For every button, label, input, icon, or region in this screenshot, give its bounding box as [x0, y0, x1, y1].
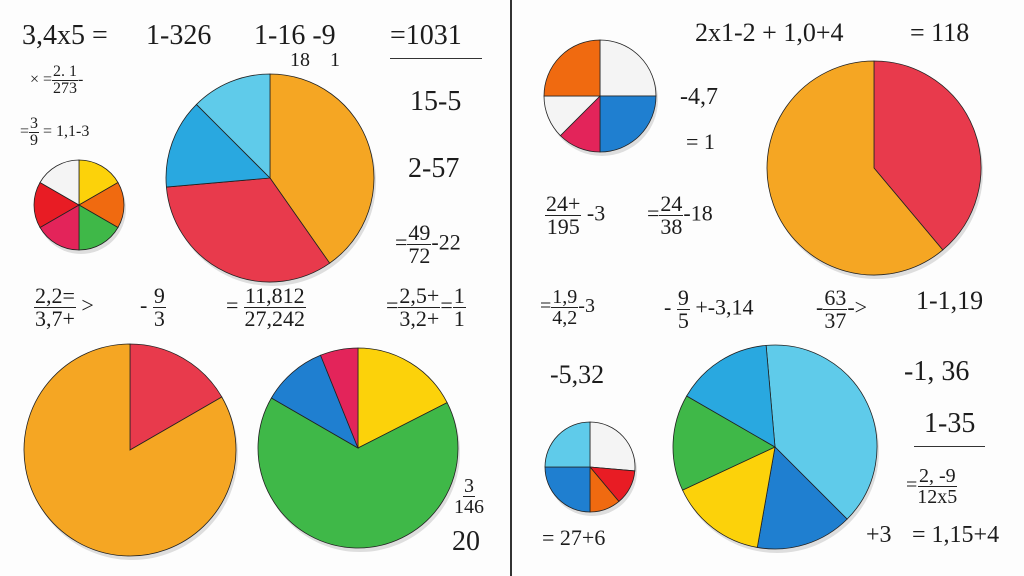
pie-bottom-right-small — [544, 421, 637, 516]
pie-slice-blue — [599, 95, 657, 153]
equation: 3,4x5 = — [22, 20, 108, 51]
pie-small-six — [33, 159, 126, 254]
equation: = 1,9 4,2 -3 — [540, 286, 595, 329]
equation: = 2,5+ 3,2+ = 1 1 — [386, 283, 466, 331]
pie-bottom-right-large — [672, 344, 879, 553]
equation: = 24 38 -18 — [647, 191, 713, 239]
equation: 2x1-2 + 1,0+4 — [695, 18, 844, 47]
pie-slice-red — [873, 60, 982, 251]
equation: 1-326 — [146, 20, 212, 51]
pie-slice-green — [257, 397, 459, 549]
pie-slice-red — [129, 343, 223, 451]
pie-slice-brightred — [33, 181, 80, 229]
equation: 1-35 — [914, 410, 986, 447]
pie-slice-blue — [544, 466, 591, 513]
equation: = 11,812 27,242 — [226, 283, 306, 331]
pie-slice-red — [165, 177, 331, 283]
equation: -4,7 — [680, 84, 718, 110]
pie-slice-pink — [320, 347, 359, 449]
pie-slice-pink — [39, 204, 80, 251]
equation: = 3 9 = 1,1-3 — [20, 115, 90, 149]
pie-bottom-orange — [23, 343, 238, 560]
pie-slice-white — [589, 421, 636, 472]
pie-slice-lightblue — [544, 421, 591, 468]
pie-slice-yellow — [682, 446, 776, 548]
pie-slice-darkorange — [543, 39, 601, 97]
pie-slice-orange — [766, 60, 944, 276]
equation: = 2, -9 12x5 — [906, 465, 958, 508]
pie-top-right-small — [543, 39, 658, 156]
equation: 1-16 -9 — [254, 20, 336, 51]
equation: = 1,15+4 — [912, 522, 1000, 548]
equation: =1031 — [390, 22, 482, 59]
equation: × = 2. 1 273- — [30, 63, 84, 97]
pie-slice-yellow — [78, 159, 119, 206]
pie-slice-blue — [756, 446, 848, 550]
pie-slice-white — [599, 39, 657, 97]
pie-large-four — [165, 73, 376, 286]
pie-slice-sky — [686, 344, 776, 448]
equation: = 118 — [910, 18, 970, 47]
equation: 18 1 — [290, 49, 340, 71]
equation: 24+ 195 -3 — [545, 191, 606, 239]
pie-top-right-large — [766, 60, 983, 279]
pie-slice-green — [672, 395, 776, 491]
equation: -5,32 — [550, 360, 605, 389]
equation: = 49 72 -22 — [395, 220, 461, 268]
pie-slice-orange — [269, 73, 375, 264]
equation: 2,2= 3,7+ > — [34, 283, 94, 331]
pie-slice-darkorange — [78, 181, 125, 229]
pie-slice-sky — [165, 103, 271, 188]
pie-slice-yellow — [357, 347, 448, 449]
pie-bottom-green — [257, 347, 460, 552]
equation: = 1 — [686, 129, 715, 154]
equation: 20 — [452, 526, 480, 557]
pie-slice-lightblue — [195, 73, 271, 179]
equation: -1, 36 — [904, 356, 970, 387]
pie-slice-orange — [23, 343, 237, 557]
equation: = 27+6 — [542, 525, 606, 550]
equation: 3 146 — [454, 475, 484, 518]
equation: +3 — [866, 522, 892, 548]
pie-slice-lightblue — [765, 344, 878, 520]
pie-slice-green — [78, 204, 119, 251]
equation: 2-57 — [408, 153, 460, 184]
divider-line — [510, 0, 512, 576]
equation: -63 37 -> — [816, 285, 868, 333]
pie-slice-white — [39, 159, 80, 206]
equation: 15-5 — [410, 86, 462, 117]
equation: 1-1,19 — [916, 286, 984, 315]
